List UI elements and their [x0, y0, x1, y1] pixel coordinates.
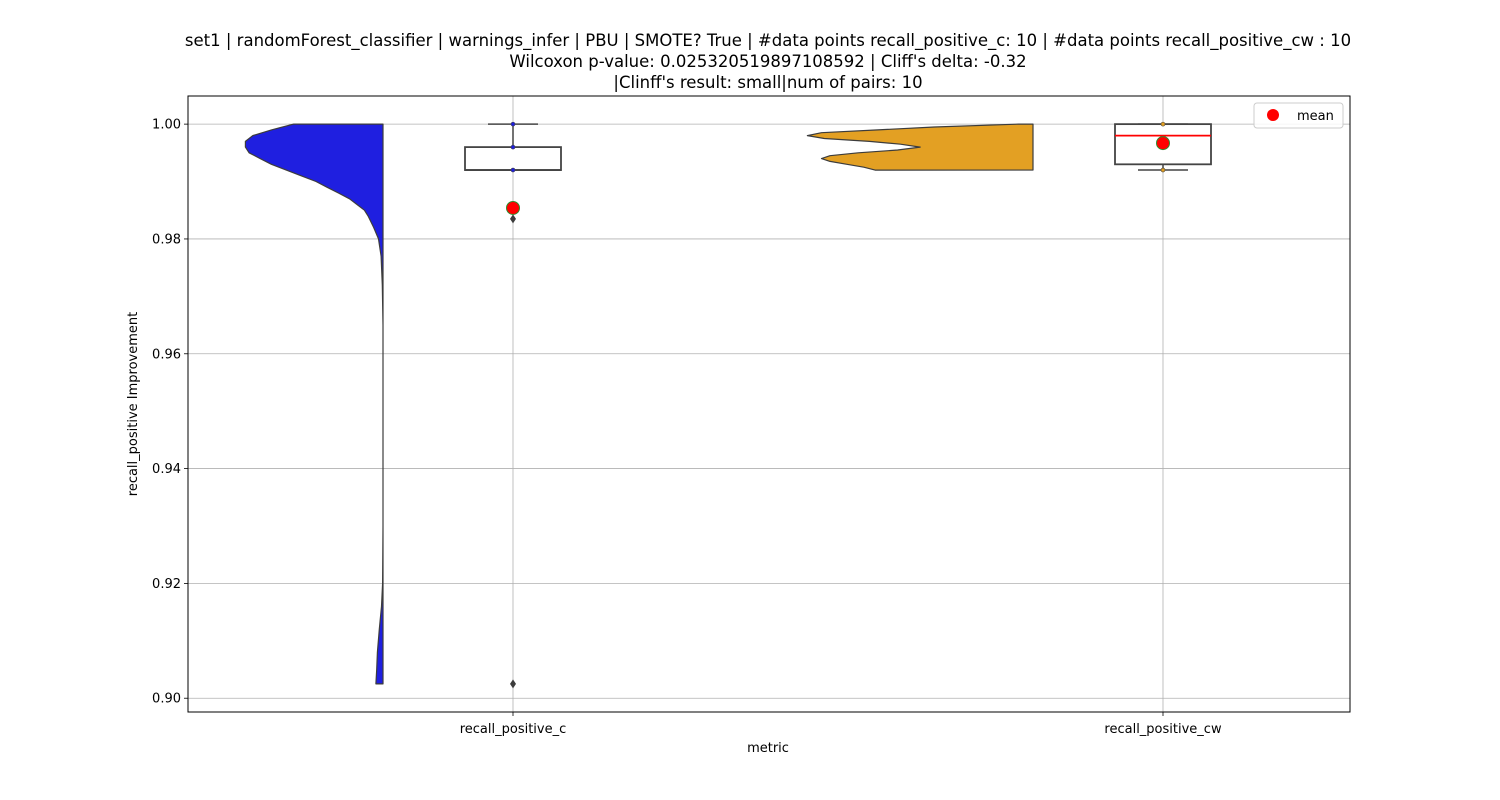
violin-layer: [244, 123, 1034, 685]
y-axis-label: recall_positive Improvement: [126, 312, 141, 496]
x-tick-label-1: recall_positive_cw: [1104, 722, 1222, 737]
box-layer: [464, 121, 1212, 689]
outlier-recall_positive_c-0: [510, 214, 516, 224]
x-tick-label-0: recall_positive_c: [460, 722, 567, 737]
y-tick-label-5: 1.00: [152, 118, 181, 133]
y-tick-label-4: 0.98: [152, 232, 181, 247]
outlier-recall_positive_c-1: [510, 679, 516, 689]
mean-marker-recall_positive_c: [506, 200, 520, 215]
data-point-recall_positive_cw-0: [1160, 121, 1166, 127]
x-axis-label: metric: [747, 741, 789, 756]
data-point-recall_positive_c-0: [510, 121, 516, 127]
data-point-recall_positive_cw-1: [1160, 167, 1166, 173]
violin-recall_positive_c: [244, 123, 384, 685]
chart-title-line-2: Wilcoxon p-value: 0.025320519897108592 |…: [509, 52, 1026, 71]
chart-title-line-1: set1 | randomForest_classifier | warning…: [185, 31, 1351, 51]
legend: mean: [1253, 102, 1344, 129]
box-recall_positive_c: [464, 146, 562, 171]
plot-frame: [187, 95, 1351, 713]
y-tick-label-3: 0.96: [152, 347, 181, 362]
y-tick-label-1: 0.92: [152, 577, 181, 592]
y-tick-label-0: 0.90: [152, 692, 181, 707]
axis-layer: 0.90 0.92 0.94 0.96 0.98 1.00 recall_positive_…: [152, 118, 1222, 737]
legend-mean-label: mean: [1297, 109, 1334, 124]
data-point-recall_positive_c-1: [510, 144, 516, 150]
legend-frame: [1253, 102, 1344, 129]
data-point-recall_positive_c-2: [510, 167, 516, 173]
chart-title-line-3: |Clinff's result: small|num of pairs: 10: [613, 73, 922, 92]
legend-mean-marker: [1267, 109, 1279, 121]
violin-recall_positive_cw: [806, 123, 1034, 171]
y-tick-label-2: 0.94: [152, 462, 181, 477]
mean-marker-recall_positive_cw: [1156, 136, 1170, 151]
